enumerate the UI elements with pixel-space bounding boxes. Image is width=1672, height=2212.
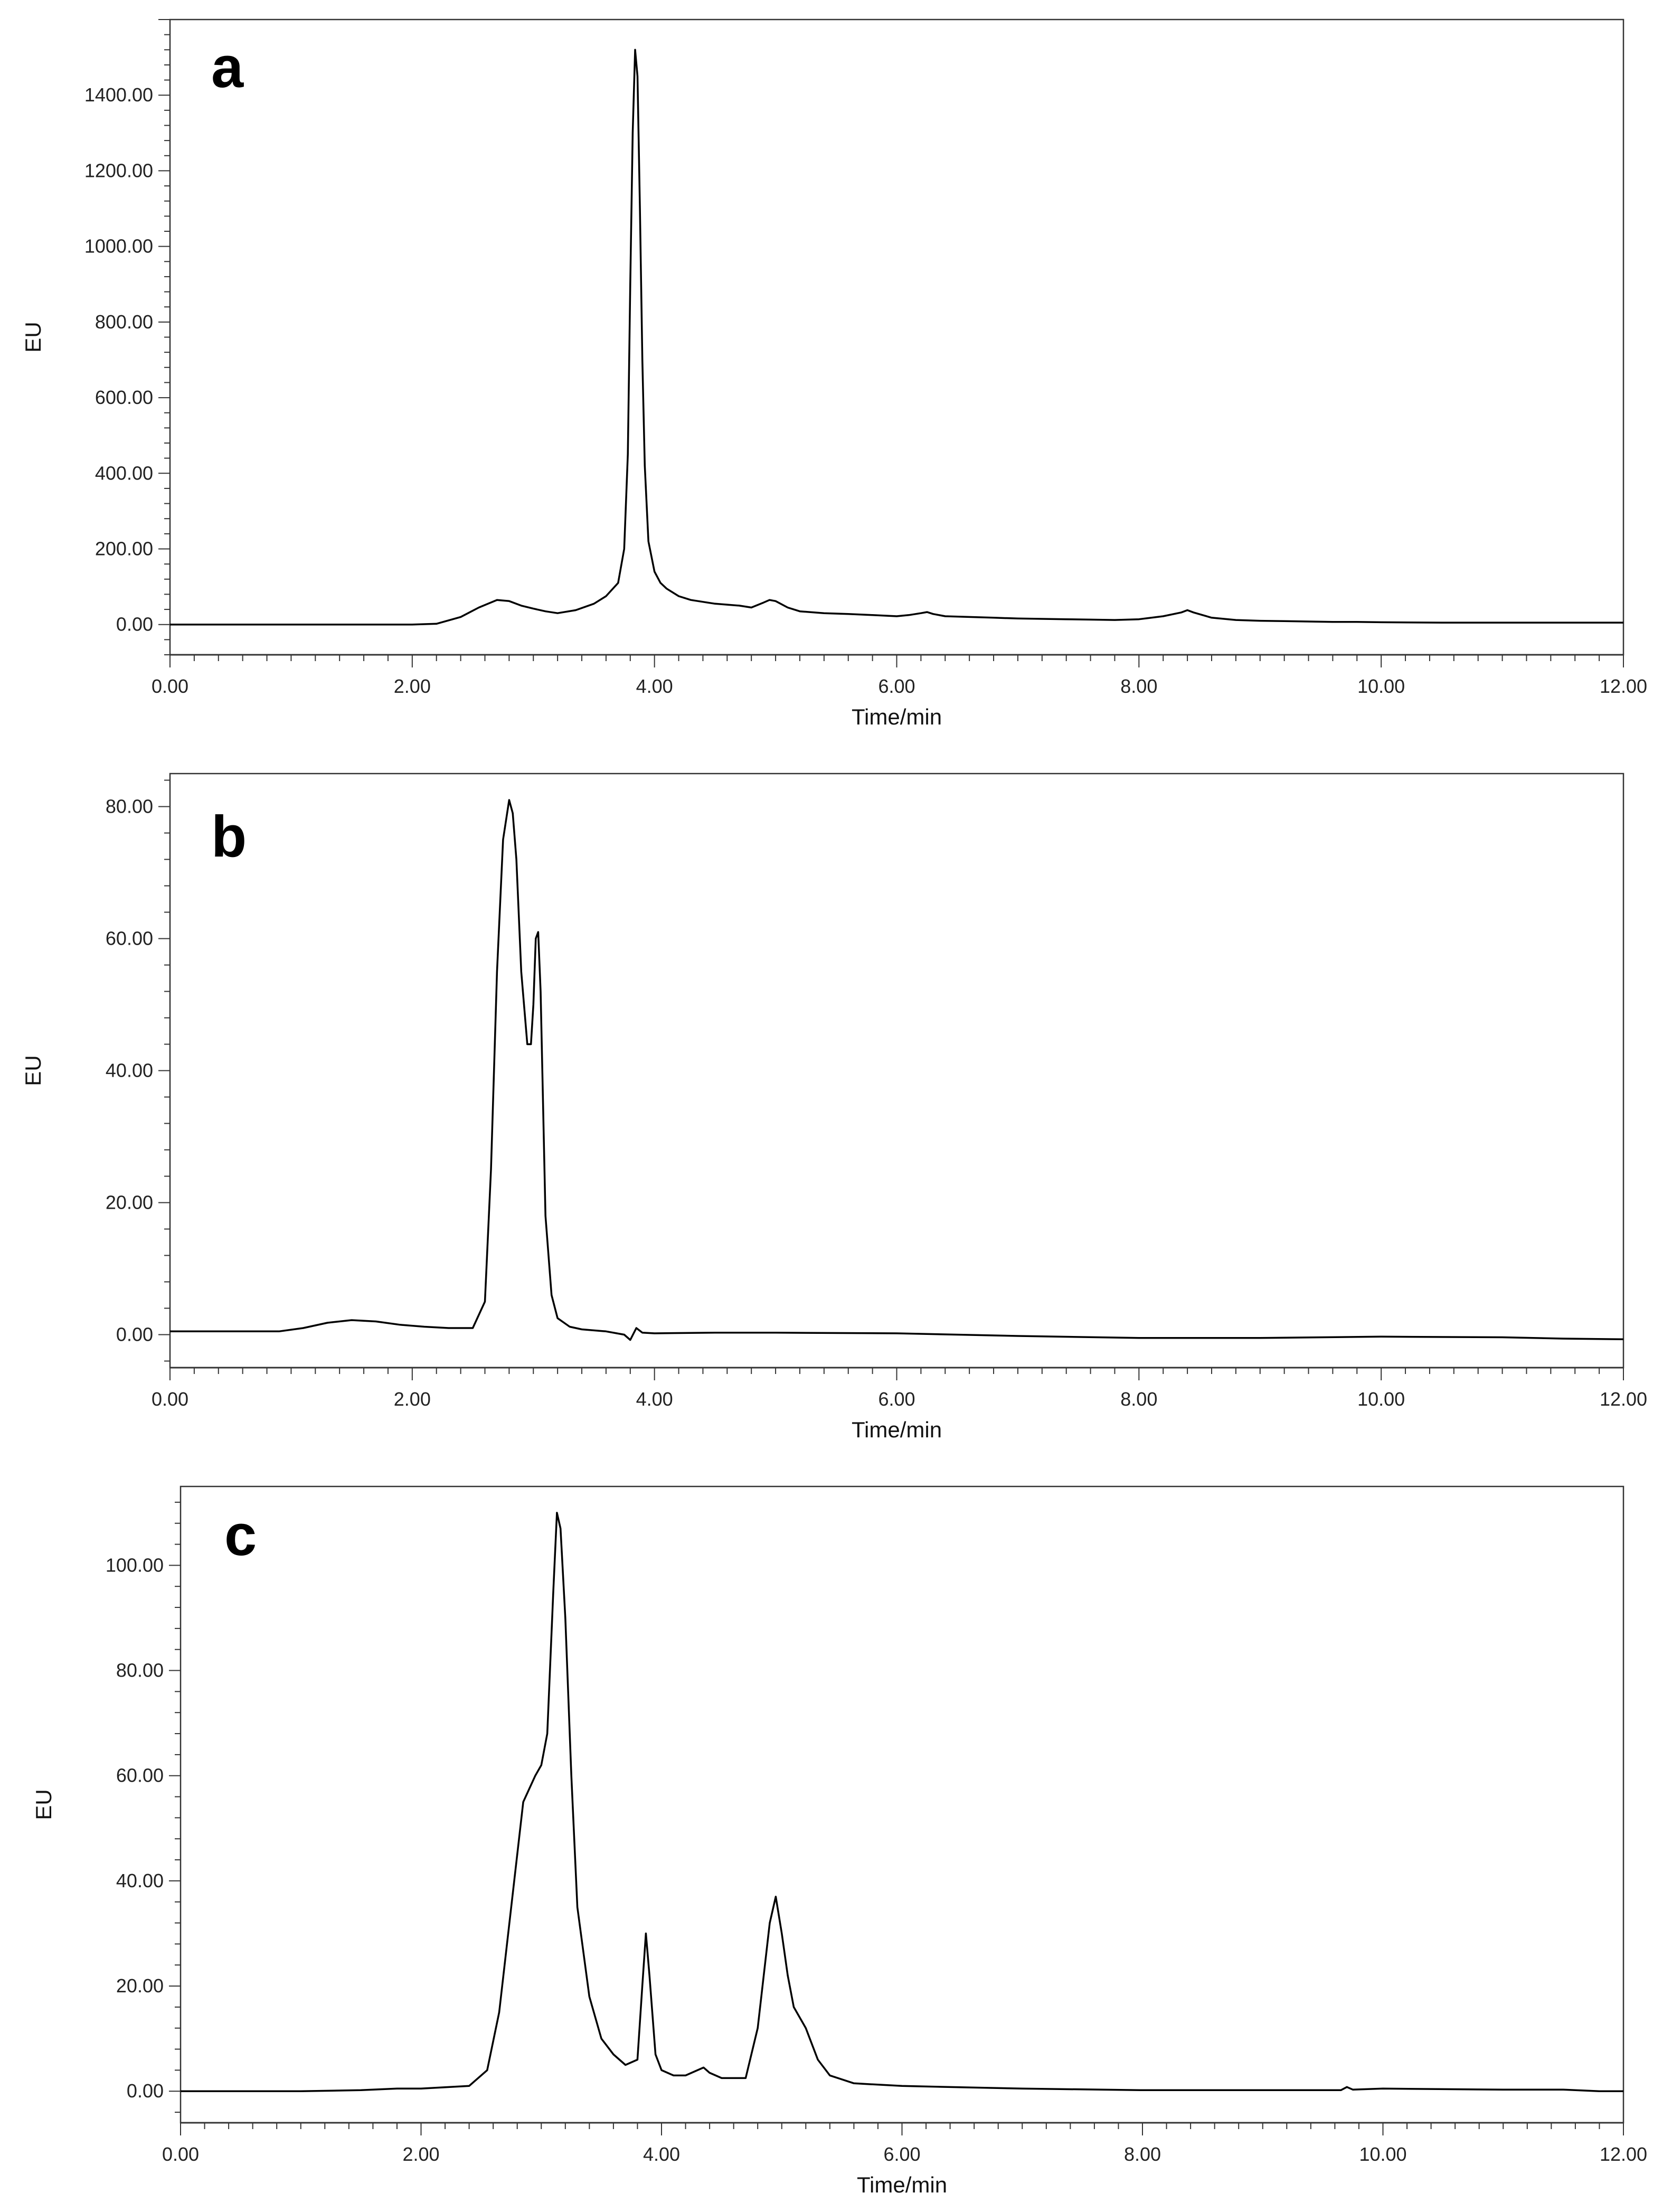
x-tick-label-a: 10.00	[1357, 675, 1405, 697]
x-tick-label-a: 6.00	[878, 675, 915, 697]
y-tick-label-a: 0.00	[116, 614, 153, 635]
x-tick-label-b: 6.00	[878, 1388, 915, 1410]
y-tick-label-a: 1000.00	[84, 236, 153, 257]
x-tick-label-c: 2.00	[402, 2143, 439, 2165]
plot-frame-a	[169, 18, 1624, 656]
x-axis-title-c: Time/min	[857, 2172, 947, 2197]
trace-line-b-0	[170, 799, 1624, 1341]
panel-letter-b: b	[211, 804, 247, 869]
x-tick-label-b: 2.00	[394, 1388, 431, 1410]
y-tick-label-b: 40.00	[106, 1060, 153, 1081]
y-tick-label-a: 400.00	[95, 462, 153, 484]
y-tick-label-c: 40.00	[116, 1870, 164, 1891]
x-tick-label-b: 10.00	[1357, 1388, 1405, 1410]
x-tick-label-c: 10.00	[1359, 2143, 1406, 2165]
plot-frame-b	[169, 773, 1624, 1369]
y-tick-label-a: 1200.00	[84, 159, 153, 181]
x-tick-label-b: 12.00	[1600, 1388, 1647, 1410]
x-axis-title-a: Time/min	[852, 704, 942, 729]
y-axis-title-a: EU	[21, 322, 45, 352]
x-tick-label-c: 6.00	[883, 2143, 920, 2165]
panel-letter-a: a	[211, 35, 244, 100]
y-tick-label-c: 0.00	[127, 2080, 164, 2102]
y-tick-label-b: 20.00	[106, 1192, 153, 1213]
x-tick-label-c: 4.00	[643, 2143, 680, 2165]
x-tick-label-a: 2.00	[394, 675, 431, 697]
x-tick-label-b: 8.00	[1120, 1388, 1157, 1410]
x-tick-label-c: 8.00	[1124, 2143, 1161, 2165]
y-tick-label-c: 20.00	[116, 1975, 164, 1997]
y-tick-label-b: 80.00	[106, 796, 153, 817]
y-tick-label-c: 80.00	[116, 1660, 164, 1681]
x-tick-label-a: 8.00	[1120, 675, 1157, 697]
panel-letter-c: c	[224, 1503, 257, 1568]
y-tick-label-c: 100.00	[106, 1554, 164, 1576]
y-axis-title-c: EU	[31, 1789, 56, 1820]
y-tick-label-a: 1400.00	[84, 84, 153, 106]
plot-frame-c	[180, 1485, 1624, 2124]
x-tick-label-c: 12.00	[1600, 2143, 1647, 2165]
x-tick-label-a: 12.00	[1600, 675, 1647, 697]
y-tick-label-a: 800.00	[95, 311, 153, 333]
y-tick-label-b: 60.00	[106, 928, 153, 949]
y-tick-label-b: 0.00	[116, 1324, 153, 1345]
x-tick-label-b: 0.00	[152, 1388, 188, 1410]
y-axis-title-b: EU	[21, 1055, 45, 1086]
x-tick-label-a: 0.00	[152, 675, 188, 697]
y-tick-label-c: 60.00	[116, 1765, 164, 1786]
x-tick-label-b: 4.00	[636, 1388, 673, 1410]
x-tick-label-c: 0.00	[162, 2143, 199, 2165]
x-tick-label-a: 4.00	[636, 675, 673, 697]
trace-line-c-0	[181, 1512, 1623, 2092]
y-tick-label-a: 600.00	[95, 387, 153, 408]
x-axis-title-b: Time/min	[852, 1417, 942, 1442]
trace-line-a-0	[170, 49, 1623, 626]
y-tick-label-a: 200.00	[95, 538, 153, 560]
